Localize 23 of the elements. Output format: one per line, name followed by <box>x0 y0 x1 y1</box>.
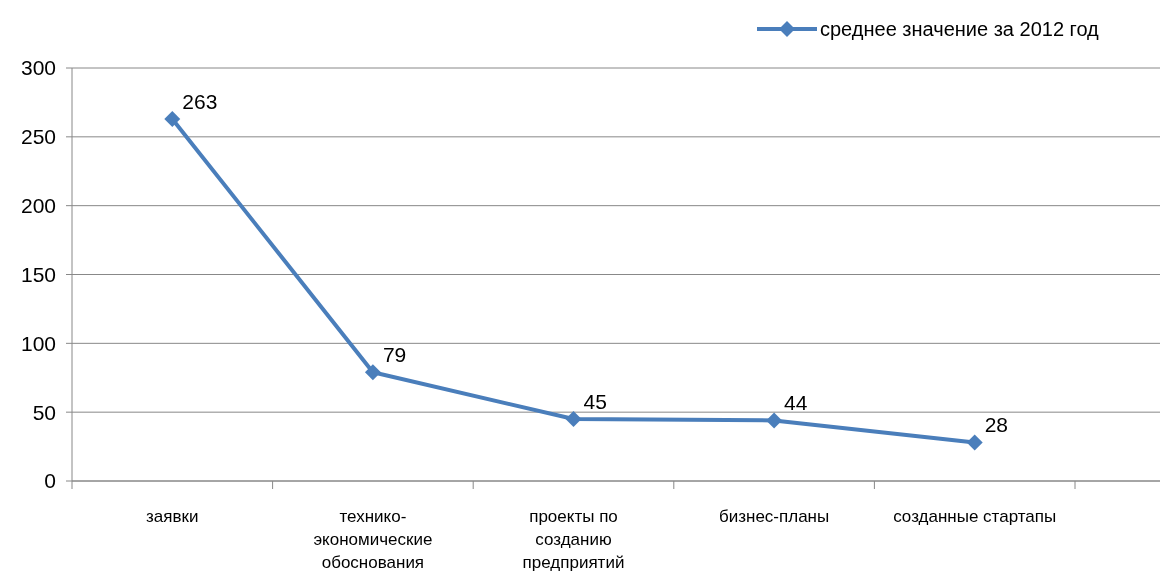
y-tick-label: 250 <box>20 125 56 149</box>
x-tick-label: технико-экономические обоснования <box>313 507 433 572</box>
y-tick-label: 200 <box>20 194 56 218</box>
y-tick-label: 0 <box>44 469 56 493</box>
point <box>766 412 783 429</box>
y-tick-label: 50 <box>32 400 56 424</box>
point <box>565 411 582 428</box>
data-label: 28 <box>984 413 1009 437</box>
data-label: 44 <box>784 391 808 415</box>
point <box>966 434 983 451</box>
x-tick-label: проекты по созданию предприятий <box>522 507 625 572</box>
data-label: 263 <box>182 89 218 113</box>
y-tick-label: 150 <box>20 262 56 286</box>
x-tick-label: созданные стартапы <box>893 507 1057 526</box>
data-label: 45 <box>583 390 607 414</box>
legend-label: среднее значение за 2012 год <box>820 18 1100 40</box>
point <box>364 364 381 381</box>
data-label: 79 <box>382 343 407 367</box>
y-tick-label: 300 <box>20 56 56 80</box>
point <box>164 110 181 127</box>
y-tick-label: 100 <box>20 331 56 355</box>
x-tick-label: бизнес-планы <box>718 507 830 526</box>
x-tick-label: заявки <box>146 507 199 526</box>
